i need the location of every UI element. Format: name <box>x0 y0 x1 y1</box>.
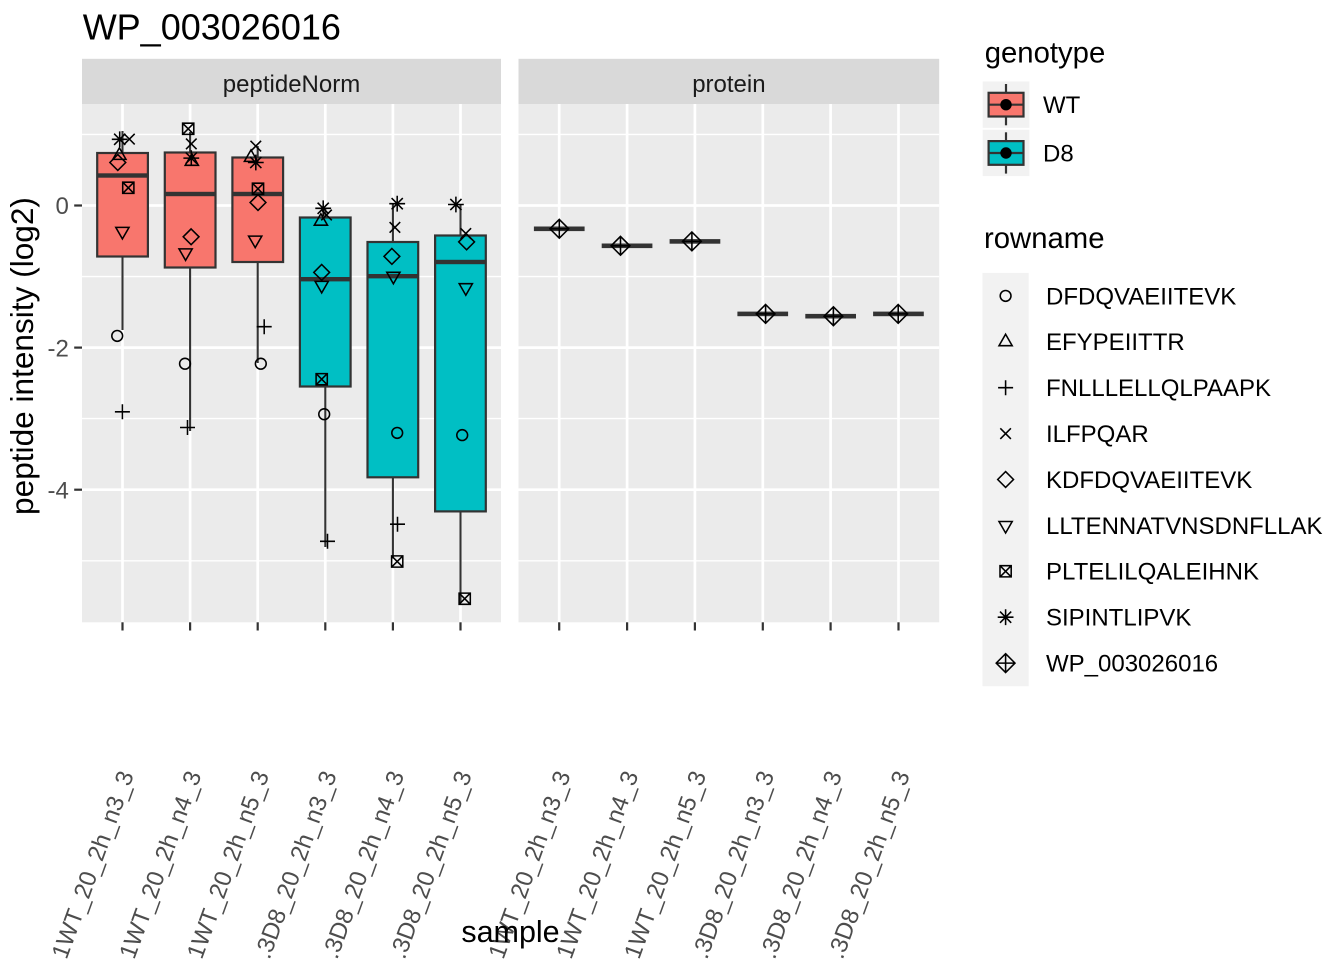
svg-text:ILFPQAR: ILFPQAR <box>1046 421 1149 448</box>
svg-text:sample: sample <box>461 915 559 949</box>
svg-text:peptideNorm: peptideNorm <box>223 71 360 98</box>
svg-text:0: 0 <box>55 193 68 220</box>
svg-text:KDFDQVAEIITEVK: KDFDQVAEIITEVK <box>1046 467 1252 494</box>
svg-text:-2: -2 <box>47 335 68 362</box>
svg-text:WT: WT <box>1043 92 1081 119</box>
svg-text:protein: protein <box>692 71 765 98</box>
svg-text:genotype: genotype <box>985 36 1106 69</box>
svg-text:rowname: rowname <box>984 222 1105 255</box>
svg-text:EFYPEIITTR: EFYPEIITTR <box>1046 329 1185 356</box>
svg-text:WP_003026016: WP_003026016 <box>83 7 341 48</box>
svg-text:FNLLLELLQLPAAPK: FNLLLELLQLPAAPK <box>1046 375 1271 402</box>
svg-text:peptide intensity (log2): peptide intensity (log2) <box>4 197 40 515</box>
svg-text:LLTENNATVNSDNFLLAK: LLTENNATVNSDNFLLAK <box>1046 513 1323 540</box>
svg-text:D8: D8 <box>1043 140 1074 167</box>
svg-text:WP_003026016: WP_003026016 <box>1046 651 1218 678</box>
svg-text:DFDQVAEIITEVK: DFDQVAEIITEVK <box>1046 283 1236 310</box>
svg-text:-4: -4 <box>47 477 68 504</box>
svg-text:SIPINTLIPVK: SIPINTLIPVK <box>1046 605 1191 632</box>
svg-text:PLTELILQALEIHNK: PLTELILQALEIHNK <box>1046 559 1259 586</box>
